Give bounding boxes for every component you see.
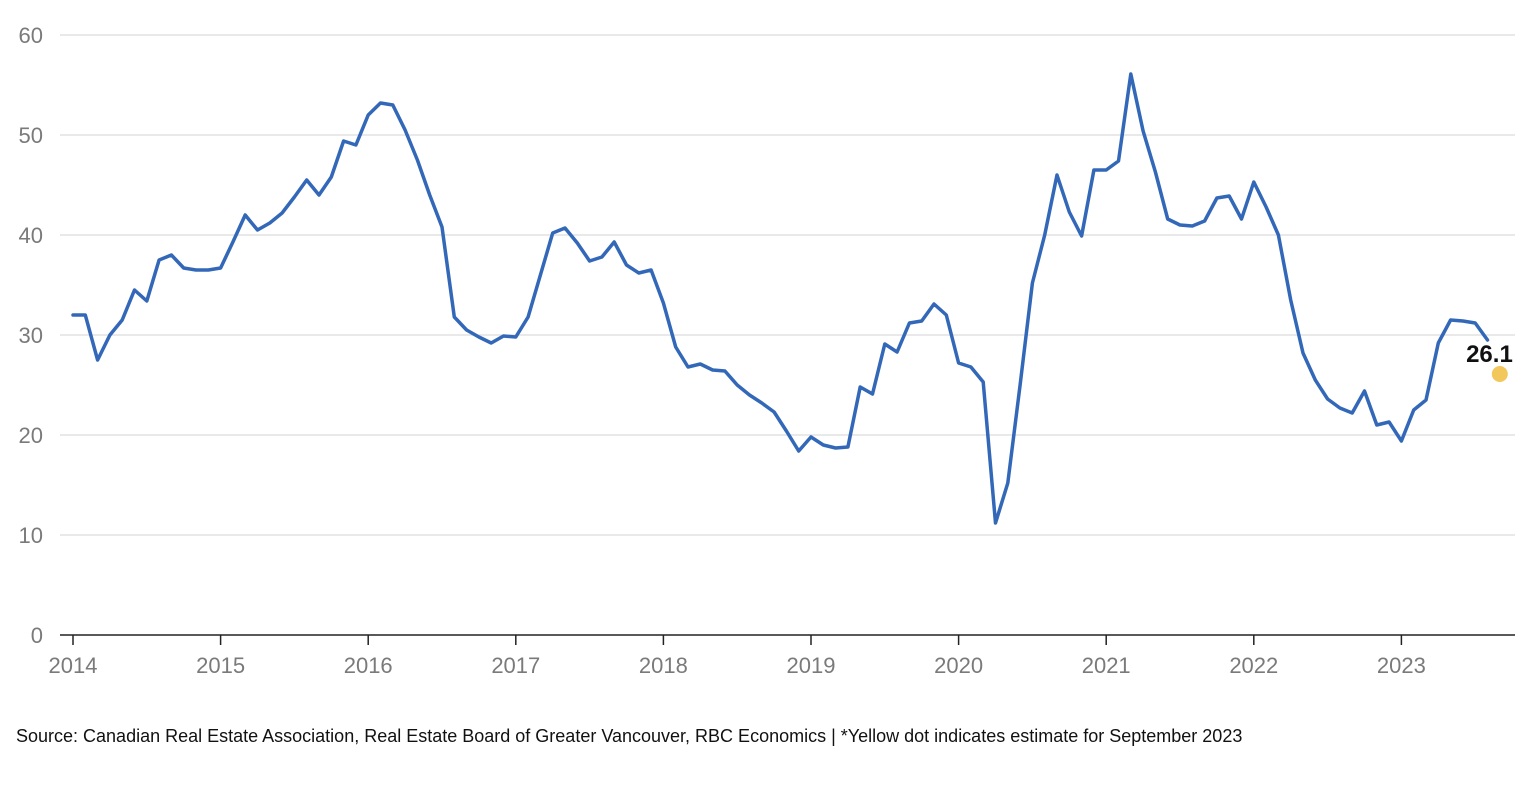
y-tick-label-30: 30	[19, 323, 43, 348]
x-tick-label-2016: 2016	[344, 653, 393, 678]
y-tick-label-20: 20	[19, 423, 43, 448]
estimate-dot	[1491, 366, 1508, 382]
x-tick-label-2017: 2017	[491, 653, 540, 678]
x-tick-label-2014: 2014	[49, 653, 98, 678]
source-note: Source: Canadian Real Estate Association…	[16, 726, 1243, 746]
y-axis-tick-labels: 0 10 20 30 40 50 60	[19, 23, 43, 648]
x-tick-label-2018: 2018	[639, 653, 688, 678]
x-tick-label-2020: 2020	[934, 653, 983, 678]
y-tick-label-40: 40	[19, 223, 43, 248]
x-tick-label-2022: 2022	[1229, 653, 1278, 678]
estimate-label: 26.1	[1466, 341, 1513, 368]
y-tick-label-60: 60	[19, 23, 43, 48]
x-tick-label-2019: 2019	[787, 653, 836, 678]
y-tick-label-0: 0	[31, 623, 43, 648]
y-tick-label-10: 10	[19, 523, 43, 548]
x-tick-label-2021: 2021	[1082, 653, 1131, 678]
x-tick-label-2015: 2015	[196, 653, 245, 678]
x-axis-ticks: 2014 2015 2016 2017 2018 2019 2020 2021 2022 2023	[49, 635, 1426, 678]
y-tick-label-50: 50	[19, 123, 43, 148]
y-gridlines	[60, 34, 1515, 536]
x-tick-label-2023: 2023	[1377, 653, 1426, 678]
series-line	[71, 72, 1490, 525]
data-points	[71, 72, 1490, 525]
